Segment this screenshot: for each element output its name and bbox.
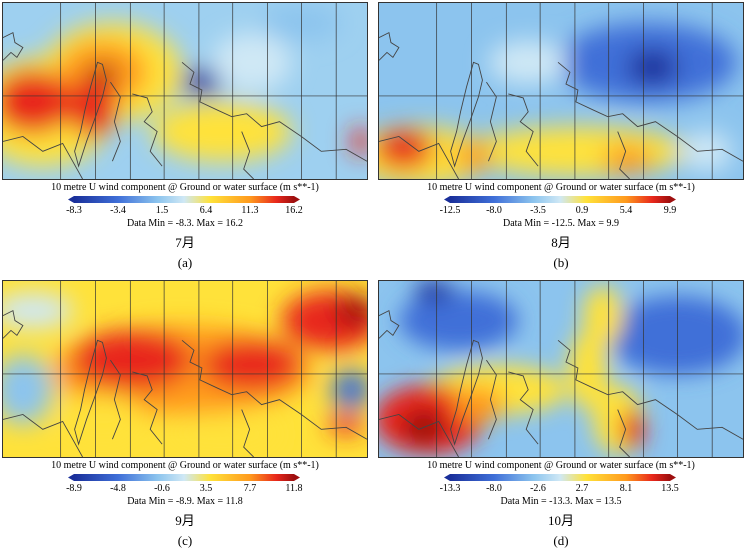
tick-label: 5.4	[619, 205, 633, 216]
tick-label: 6.4	[199, 205, 213, 216]
variable-label: 10 metre U wind component @ Ground or wa…	[51, 182, 319, 193]
tick-label: 0.9	[575, 205, 589, 216]
month-label: 10月	[547, 513, 574, 528]
tick-label: -3.5	[530, 205, 546, 216]
colorbar	[68, 474, 300, 481]
tick-label: -3.4	[110, 205, 126, 216]
panel-letter: (c)	[177, 533, 193, 548]
tick-label: -12.5	[439, 205, 461, 216]
tick-label: 1.5	[155, 205, 169, 216]
tick-label: -13.3	[439, 483, 461, 494]
panel-letter: (a)	[177, 255, 193, 270]
month-label: 7月	[175, 235, 195, 250]
colorbar	[68, 196, 300, 203]
colorbar	[444, 196, 676, 203]
tick-label: 9.9	[663, 205, 677, 216]
tick-label: -8.3	[66, 205, 82, 216]
panel-letter: (d)	[553, 533, 569, 548]
tick-label: 3.5	[199, 483, 213, 494]
tick-label: 8.1	[619, 483, 633, 494]
data-range-text: Data Min = -13.3. Max = 13.5	[500, 496, 622, 507]
wind-map-c	[2, 280, 368, 458]
variable-label: 10 metre U wind component @ Ground or wa…	[51, 460, 319, 471]
tick-label: 11.3	[241, 205, 259, 216]
tick-label: 2.7	[575, 483, 589, 494]
month-label: 9月	[175, 513, 195, 528]
tick-label: -4.8	[110, 483, 126, 494]
panel-letter: (b)	[553, 255, 569, 270]
wind-map-d	[378, 280, 744, 458]
tick-label: 13.5	[661, 483, 679, 494]
tick-label: -2.6	[530, 483, 546, 494]
tick-label: -8.0	[486, 483, 502, 494]
panel-d: 10 metre U wind component @ Ground or wa…	[378, 280, 744, 552]
tick-label: 16.2	[285, 205, 303, 216]
colorbar	[444, 474, 676, 481]
colorbar-ticks: -8.9 -4.8 -0.6 3.5 7.7 11.8	[66, 483, 303, 495]
variable-label: 10 metre U wind component @ Ground or wa…	[427, 460, 695, 471]
month-label: 8月	[551, 235, 571, 250]
data-range-text: Data Min = -8.9. Max = 11.8	[127, 496, 243, 507]
colorbar-ticks: -8.3 -3.4 1.5 6.4 11.3 16.2	[66, 205, 303, 217]
panel-c: 10 metre U wind component @ Ground or wa…	[2, 280, 368, 552]
tick-label: -8.9	[66, 483, 82, 494]
panel-b: 10 metre U wind component @ Ground or wa…	[378, 2, 744, 274]
panel-a: 10 metre U wind component @ Ground or wa…	[2, 2, 368, 274]
data-range-text: Data Min = -12.5. Max = 9.9	[503, 218, 619, 229]
data-range-text: Data Min = -8.3. Max = 16.2	[127, 218, 243, 229]
wind-map-b	[378, 2, 744, 180]
colorbar-ticks: -12.5 -8.0 -3.5 0.9 5.4 9.9	[440, 205, 677, 217]
tick-label: -8.0	[486, 205, 502, 216]
tick-label: 7.7	[243, 483, 257, 494]
tick-label: -0.6	[154, 483, 170, 494]
tick-label: 11.8	[285, 483, 303, 494]
wind-map-a	[2, 2, 368, 180]
colorbar-ticks: -13.3 -8.0 -2.6 2.7 8.1 13.5	[440, 483, 679, 495]
variable-label: 10 metre U wind component @ Ground or wa…	[427, 182, 695, 193]
